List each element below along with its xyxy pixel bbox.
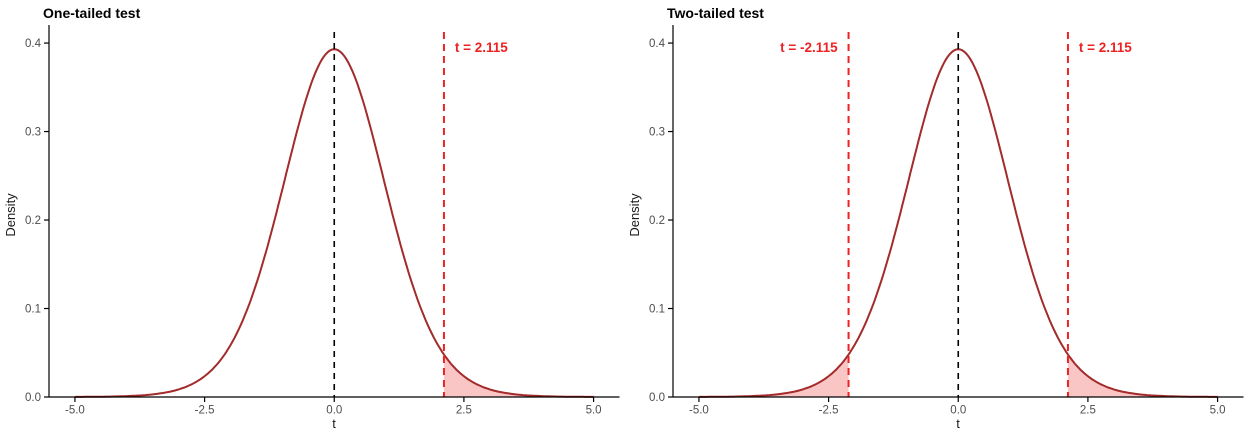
- x-tick-label: 2.5: [456, 405, 472, 417]
- y-tick-label: 0.4: [649, 38, 666, 50]
- x-tick-label: 5.0: [1210, 405, 1226, 417]
- density-curve: [74, 48, 594, 398]
- plot-title: Two-tailed test: [667, 5, 764, 21]
- x-axis-label: t: [956, 416, 960, 431]
- y-tick-label: 0.0: [649, 392, 665, 404]
- shaded-tail-region: [698, 354, 849, 397]
- chart-layers-1: t = -2.115 t = 2.115 -5.0 -2.5 0.0 2.5 5.0 0.0 0…: [649, 25, 1244, 417]
- y-tick-label: 0.4: [25, 38, 42, 50]
- y-tick-label: 0.1: [25, 304, 41, 316]
- y-tick-label: 0.0: [25, 392, 41, 404]
- x-tick-label: 2.5: [1080, 405, 1096, 417]
- critical-value-label: t = -2.115: [780, 40, 838, 55]
- chart-layers-0: t = 2.115 -5.0 -2.5 0.0 2.5 5.0 0.0 0.1 0.2 0.3 0.…: [25, 25, 620, 417]
- x-axis-label: t: [332, 416, 336, 431]
- critical-value-label: t = 2.115: [1079, 40, 1132, 55]
- shaded-tail-region: [443, 354, 594, 397]
- y-axis-label: Density: [627, 193, 642, 237]
- x-tick-label: 0.0: [950, 405, 966, 417]
- y-axis-label: Density: [3, 193, 18, 237]
- critical-value-label: t = 2.115: [455, 40, 508, 55]
- x-tick-label: 5.0: [586, 405, 602, 417]
- y-tick-label: 0.2: [25, 215, 41, 227]
- x-tick-label: 0.0: [326, 405, 342, 417]
- shaded-tail-region: [1067, 354, 1218, 397]
- plot-title: One-tailed test: [43, 5, 141, 21]
- y-tick-label: 0.2: [649, 215, 665, 227]
- x-tick-label: -2.5: [819, 405, 839, 417]
- x-tick-label: -2.5: [195, 405, 215, 417]
- y-tick-label: 0.3: [649, 127, 665, 139]
- two-tailed-chart: t = -2.115 t = 2.115 -5.0 -2.5 0.0 2.5 5.0 0.0 0…: [627, 5, 1244, 431]
- x-tick-label: -5.0: [689, 405, 709, 417]
- y-tick-label: 0.1: [649, 304, 665, 316]
- y-tick-label: 0.3: [25, 127, 41, 139]
- density-curve: [698, 48, 1218, 398]
- one-tailed-chart: t = 2.115 -5.0 -2.5 0.0 2.5 5.0 0.0 0.1 0.2 0.3 0.…: [3, 5, 620, 431]
- x-tick-label: -5.0: [65, 405, 85, 417]
